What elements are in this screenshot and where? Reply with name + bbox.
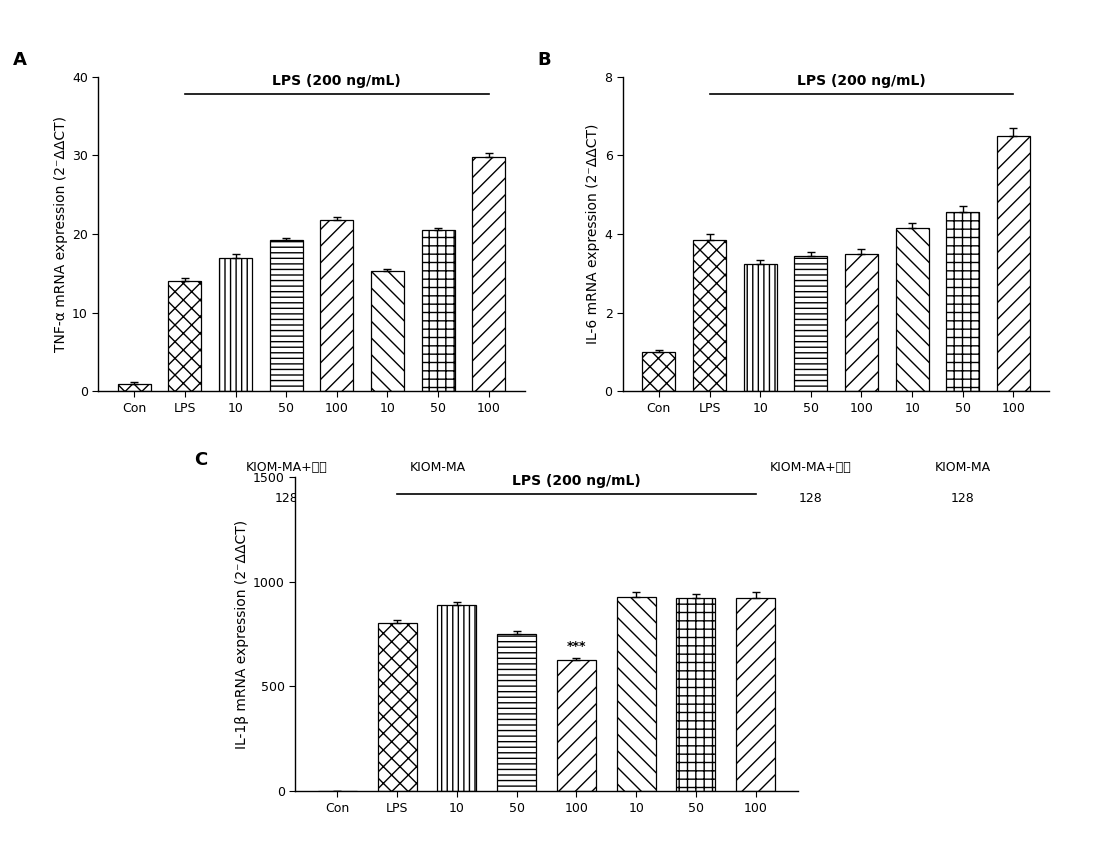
Text: 128: 128: [951, 492, 975, 505]
Bar: [845, 254, 878, 391]
Text: 128: 128: [799, 492, 823, 505]
Text: KIOM-MA: KIOM-MA: [935, 460, 991, 474]
Y-axis label: IL-6 mRNA expression (2⁻ΔΔCT): IL-6 mRNA expression (2⁻ΔΔCT): [587, 124, 600, 344]
Text: KIOM-MA+황금: KIOM-MA+황금: [245, 460, 327, 474]
Y-axis label: IL-1β mRNA expression (2⁻ΔΔCT): IL-1β mRNA expression (2⁻ΔΔCT): [235, 519, 248, 749]
Bar: [371, 271, 404, 391]
Bar: [693, 240, 726, 391]
Text: KIOM-MA: KIOM-MA: [410, 460, 467, 474]
Y-axis label: TNF-α mRNA expression (2⁻ΔΔCT): TNF-α mRNA expression (2⁻ΔΔCT): [54, 116, 68, 352]
Text: 128: 128: [426, 492, 450, 505]
Bar: [795, 255, 827, 391]
Bar: [743, 264, 777, 391]
Bar: [118, 384, 151, 391]
Text: B: B: [538, 51, 551, 70]
Bar: [219, 258, 252, 391]
Bar: [472, 157, 505, 391]
Text: ***: ***: [566, 640, 586, 653]
Text: LPS (200 ng/mL): LPS (200 ng/mL): [797, 73, 926, 88]
Text: LPS (200 ng/mL): LPS (200 ng/mL): [272, 73, 401, 88]
Bar: [168, 281, 201, 391]
Bar: [643, 352, 675, 391]
Bar: [422, 230, 455, 391]
Bar: [320, 220, 353, 391]
Bar: [895, 228, 929, 391]
Bar: [997, 135, 1030, 391]
Bar: [270, 240, 303, 391]
Bar: [497, 634, 536, 791]
Bar: [378, 624, 416, 791]
Bar: [947, 213, 979, 391]
Bar: [437, 604, 477, 791]
Text: KIOM-MA+황금: KIOM-MA+황금: [769, 460, 851, 474]
Text: 128: 128: [274, 492, 298, 505]
Text: C: C: [195, 451, 208, 470]
Bar: [616, 597, 656, 791]
Bar: [557, 660, 596, 791]
Bar: [737, 598, 775, 791]
Bar: [677, 598, 715, 791]
Text: A: A: [13, 51, 27, 70]
Text: LPS (200 ng/mL): LPS (200 ng/mL): [512, 473, 640, 488]
